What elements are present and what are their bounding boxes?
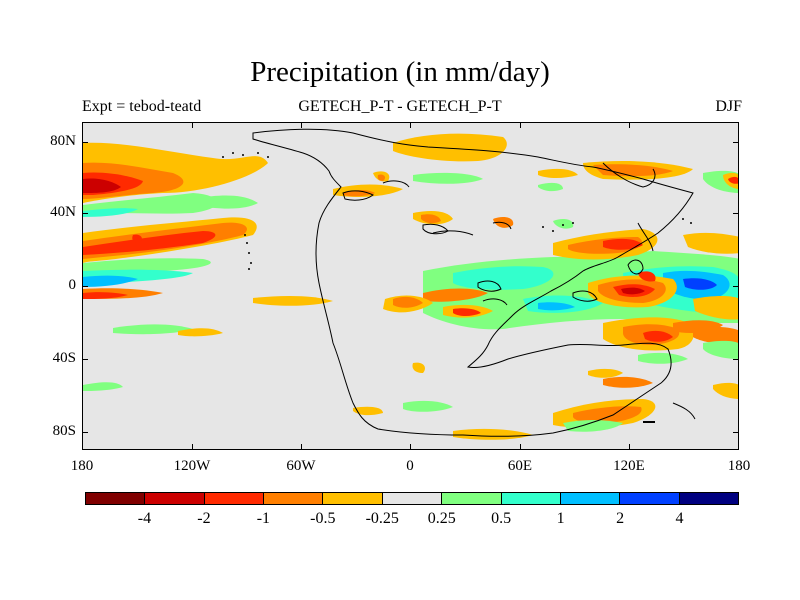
lat-label-40s: 40S <box>52 350 76 366</box>
lon-tick-120w-top <box>192 122 193 128</box>
lon-label-60w: 60W <box>286 458 316 474</box>
colorbar-label: -4 <box>137 510 152 527</box>
lon-tick-60w-top <box>301 122 302 128</box>
lat-label-80n: 80N <box>50 133 76 149</box>
lon-tick-120e-top <box>629 122 630 128</box>
anomaly-scattered-south <box>83 234 453 416</box>
colorbar-swatch <box>501 493 561 504</box>
anomaly-southern-east <box>588 317 738 399</box>
lat-tick-80n <box>82 142 88 143</box>
colorbar-swatch <box>382 493 443 504</box>
colorbar-swatch <box>323 493 383 504</box>
colorbar-label: 0.5 <box>491 510 512 527</box>
colorbar-swatch <box>442 493 502 504</box>
lat-label-80s: 80S <box>52 423 76 439</box>
lat-tick-80s <box>82 432 88 433</box>
anomaly-southern-continent-edge <box>453 399 656 440</box>
colorbar-label: 2 <box>616 510 625 527</box>
lon-tick-120e <box>629 444 630 450</box>
lon-label-180e: 180 <box>727 458 751 474</box>
map-panel <box>82 122 739 450</box>
colorbar-label: -1 <box>256 510 271 527</box>
colorbar-swatch <box>145 493 205 504</box>
colorbar-label: -2 <box>197 510 211 527</box>
lat-label-0: 0 <box>68 277 77 293</box>
anomaly-north-continent <box>333 133 738 229</box>
lon-tick-0-top <box>410 122 411 128</box>
anomaly-maritime-continent <box>553 229 738 320</box>
lon-tick-60w <box>301 444 302 450</box>
coastlines <box>252 128 696 437</box>
lat-tick-80n-right <box>733 142 739 143</box>
lat-tick-40n <box>82 213 88 214</box>
island-fragments <box>222 152 692 423</box>
lon-label-120w: 120W <box>173 458 211 474</box>
colorbar-label: -0.25 <box>365 510 399 527</box>
anomaly-pacific-itcz <box>83 217 257 299</box>
lon-label-60e: 60E <box>507 458 533 474</box>
colorbar-swatch <box>620 493 680 504</box>
lat-label-40n: 40N <box>50 204 76 220</box>
dataset-label: GETECH_P-T - GETECH_P-T <box>298 98 502 115</box>
season-label: DJF <box>715 98 742 115</box>
lon-label-0: 0 <box>406 458 414 474</box>
anomaly-pacific-north <box>83 142 268 217</box>
colorbar <box>85 492 739 505</box>
colorbar-swatch <box>204 493 265 504</box>
precipitation-map <box>83 123 738 449</box>
colorbar-swatch <box>560 493 621 504</box>
lon-tick-0 <box>410 444 411 450</box>
colorbar-swatch <box>264 493 324 504</box>
lat-tick-80s-right <box>733 432 739 433</box>
colorbar-label: 0.25 <box>427 510 456 527</box>
lon-tick-120w <box>192 444 193 450</box>
lat-tick-0 <box>82 286 88 287</box>
lon-label-120e: 120E <box>613 458 645 474</box>
experiment-label: Expt = tebod-teatd <box>82 98 202 115</box>
colorbar-swatch <box>679 493 738 504</box>
lat-tick-40s <box>82 359 88 360</box>
colorbar-label: 4 <box>675 510 684 527</box>
lat-tick-40n-right <box>733 213 739 214</box>
colorbar-swatch <box>86 493 146 504</box>
plot-title: Precipitation (in mm/day) <box>250 56 550 88</box>
lon-tick-60e <box>520 444 521 450</box>
lat-tick-0-right <box>733 286 739 287</box>
lon-label-180w: 180 <box>70 458 94 474</box>
lat-tick-40s-right <box>733 359 739 360</box>
lon-tick-60e-top <box>520 122 521 128</box>
colorbar-label: 1 <box>556 510 565 527</box>
colorbar-label: -0.5 <box>310 510 336 527</box>
